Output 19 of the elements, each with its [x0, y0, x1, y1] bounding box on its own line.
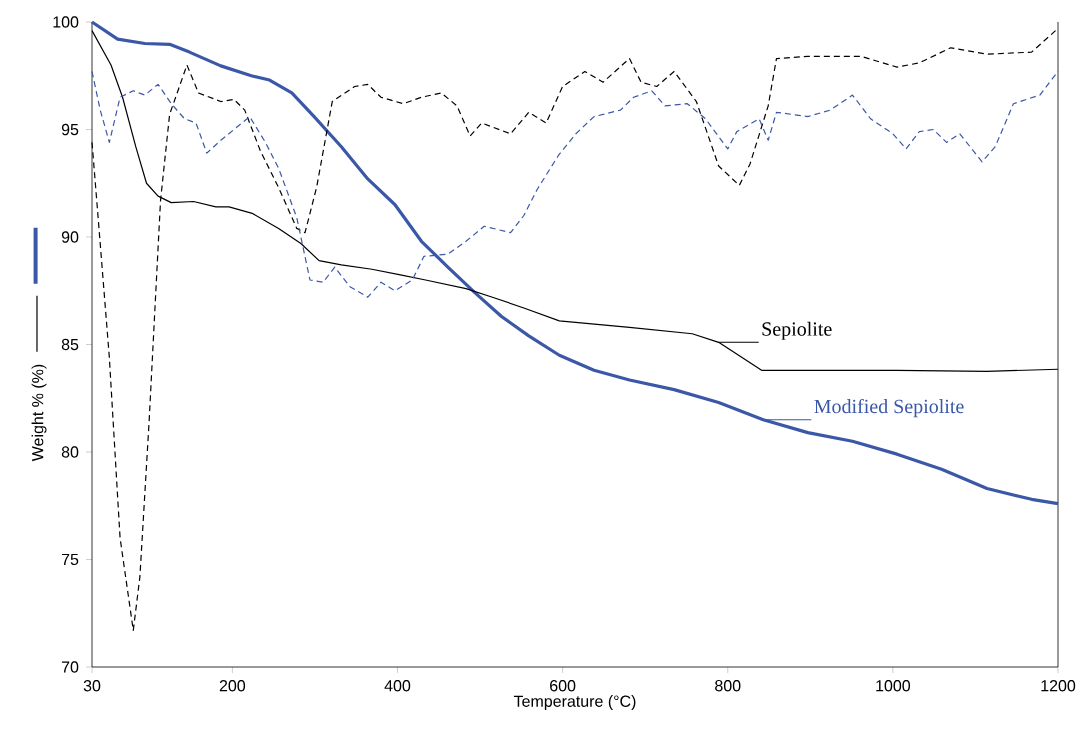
x-tick-label: 200 — [219, 680, 246, 692]
x-tick-label: 600 — [550, 680, 576, 692]
y-tick-label: 75 — [61, 553, 79, 566]
legend-label: Modified Sepiolite — [814, 398, 964, 418]
y-tick-label: 80 — [61, 446, 79, 458]
y-tick-label: 95 — [61, 123, 79, 136]
x-axis-title: Temperature (°C) — [513, 695, 636, 711]
x-tick-label: 800 — [715, 680, 741, 692]
y-tick-label: 90 — [61, 231, 79, 243]
x-tick-label: 1000 — [876, 680, 911, 692]
y-axis-title: Weight % (%) — [31, 364, 47, 462]
x-tick-label: 400 — [384, 680, 411, 692]
line-series — [90, 20, 1060, 506]
y-tick-label: 85 — [61, 338, 79, 351]
legend-label: Sepiolite — [762, 321, 832, 340]
x-tick-label: 1200 — [1041, 680, 1076, 692]
x-tick-label: 30 — [83, 680, 101, 692]
y-tick-label: 70 — [61, 661, 79, 673]
y-tick-label: 100 — [53, 16, 79, 28]
